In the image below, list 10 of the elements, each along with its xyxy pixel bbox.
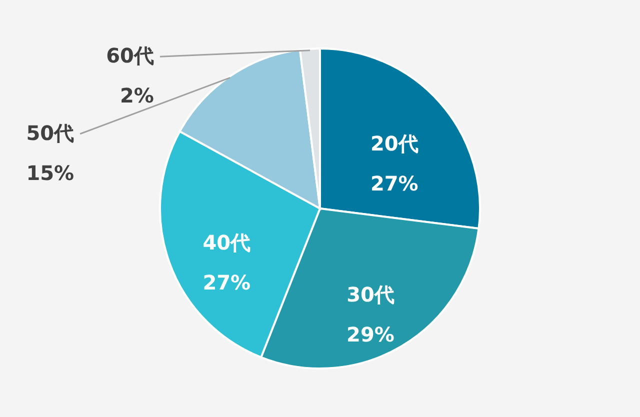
slice-label: 50代 — [26, 120, 74, 145]
slice-label: 30代 — [346, 282, 394, 306]
data-label: 27% — [370, 171, 418, 196]
data-label: 27% — [202, 270, 251, 295]
slice-label: 20代 — [370, 131, 418, 156]
slice-label: 40代 — [202, 230, 251, 255]
data-label: 2% — [120, 84, 154, 108]
data-label: 15% — [26, 160, 74, 185]
slice-label: 60代 — [106, 44, 154, 68]
data-label: 29% — [346, 322, 394, 346]
